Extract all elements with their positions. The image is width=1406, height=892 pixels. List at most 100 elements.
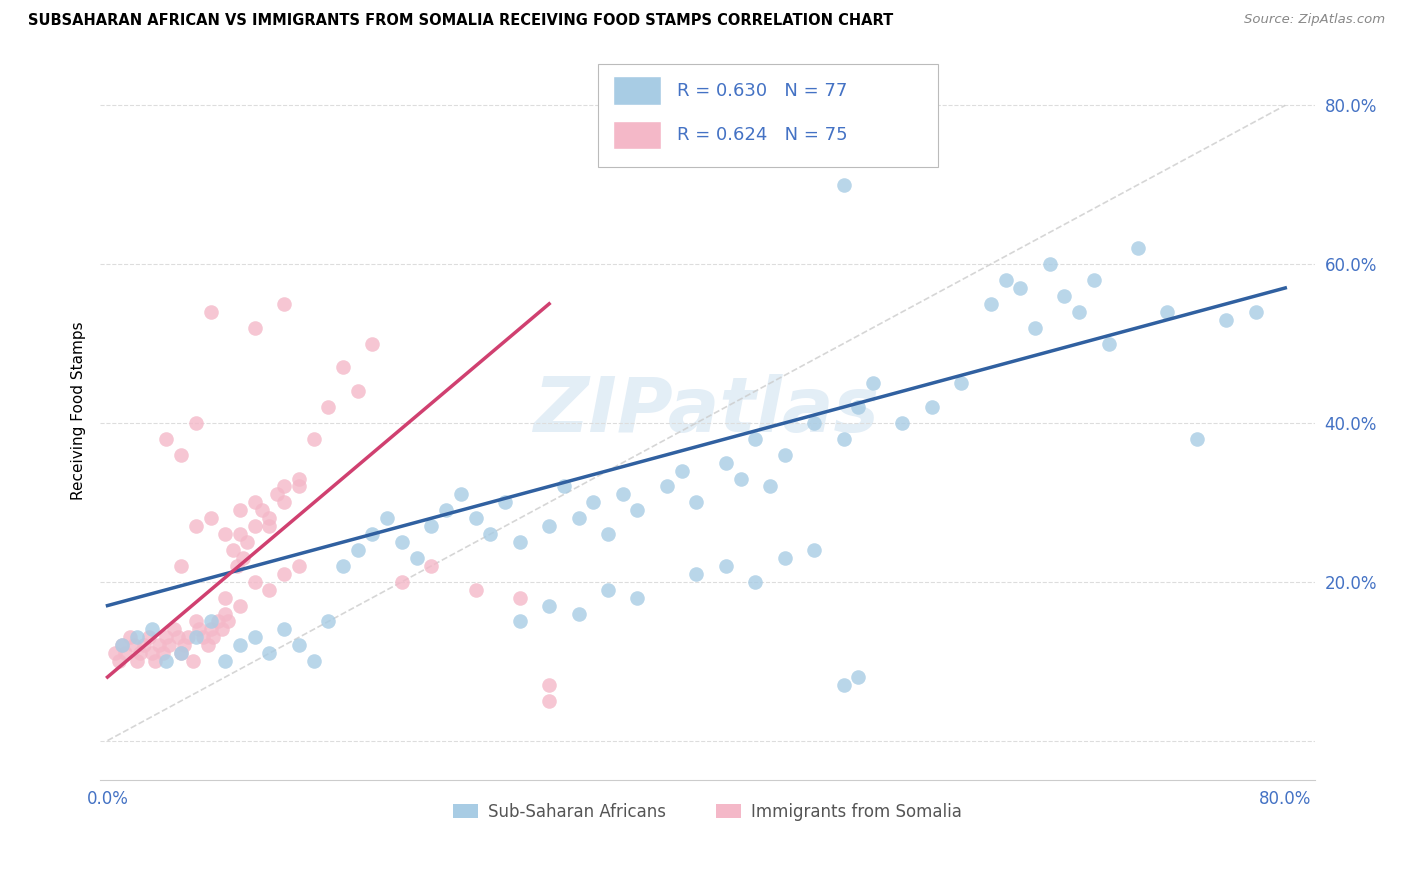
Point	[612, 487, 634, 501]
Point	[108, 654, 131, 668]
Point	[114, 646, 136, 660]
Point	[184, 519, 207, 533]
Point	[626, 503, 648, 517]
Point	[157, 638, 180, 652]
Point	[655, 479, 678, 493]
Point	[229, 503, 252, 517]
Point	[464, 582, 486, 597]
Point	[391, 535, 413, 549]
Point	[773, 448, 796, 462]
Point	[318, 400, 340, 414]
Point	[288, 479, 311, 493]
Point	[832, 432, 855, 446]
Point	[509, 535, 531, 549]
Point	[221, 543, 243, 558]
Point	[1097, 336, 1119, 351]
Point	[200, 511, 222, 525]
Point	[803, 416, 825, 430]
Point	[211, 623, 233, 637]
Point	[259, 519, 281, 533]
Point	[207, 615, 229, 629]
Point	[671, 464, 693, 478]
Point	[243, 574, 266, 589]
Point	[450, 487, 472, 501]
Point	[163, 623, 186, 637]
Point	[259, 582, 281, 597]
Point	[118, 631, 141, 645]
Point	[214, 527, 236, 541]
Point	[434, 503, 457, 517]
Point	[568, 511, 591, 525]
Point	[332, 360, 354, 375]
Point	[229, 599, 252, 613]
Point	[994, 273, 1017, 287]
Point	[243, 519, 266, 533]
Point	[568, 607, 591, 621]
Text: R = 0.630   N = 77: R = 0.630 N = 77	[678, 81, 848, 100]
Point	[846, 670, 869, 684]
Point	[288, 638, 311, 652]
Point	[538, 519, 561, 533]
Point	[862, 376, 884, 391]
Point	[891, 416, 914, 430]
FancyBboxPatch shape	[613, 77, 661, 104]
Point	[318, 615, 340, 629]
Point	[170, 448, 193, 462]
Point	[420, 558, 443, 573]
Point	[273, 566, 295, 581]
Point	[187, 623, 209, 637]
Text: Source: ZipAtlas.com: Source: ZipAtlas.com	[1244, 13, 1385, 27]
Point	[184, 615, 207, 629]
Point	[509, 615, 531, 629]
Point	[582, 495, 605, 509]
Point	[1039, 257, 1062, 271]
Point	[846, 400, 869, 414]
Point	[1156, 305, 1178, 319]
Point	[273, 297, 295, 311]
Point	[1185, 432, 1208, 446]
Point	[148, 638, 170, 652]
Point	[259, 511, 281, 525]
Point	[464, 511, 486, 525]
FancyBboxPatch shape	[598, 64, 938, 168]
Point	[170, 558, 193, 573]
Point	[173, 638, 195, 652]
Text: SUBSAHARAN AFRICAN VS IMMIGRANTS FROM SOMALIA RECEIVING FOOD STAMPS CORRELATION : SUBSAHARAN AFRICAN VS IMMIGRANTS FROM SO…	[28, 13, 893, 29]
Point	[744, 574, 766, 589]
Point	[391, 574, 413, 589]
Point	[214, 591, 236, 605]
Point	[950, 376, 973, 391]
Point	[184, 416, 207, 430]
Point	[273, 623, 295, 637]
Point	[181, 654, 204, 668]
Point	[714, 558, 737, 573]
Point	[111, 638, 134, 652]
Point	[1069, 305, 1091, 319]
Point	[626, 591, 648, 605]
Point	[744, 432, 766, 446]
Point	[596, 582, 619, 597]
Point	[1126, 241, 1149, 255]
Point	[214, 607, 236, 621]
Point	[243, 495, 266, 509]
Point	[250, 503, 273, 517]
Point	[214, 654, 236, 668]
Point	[832, 678, 855, 692]
Y-axis label: Receiving Food Stamps: Receiving Food Stamps	[72, 322, 86, 500]
Point	[1083, 273, 1105, 287]
Point	[302, 432, 325, 446]
Point	[1024, 320, 1046, 334]
Point	[730, 471, 752, 485]
Point	[803, 543, 825, 558]
Point	[259, 646, 281, 660]
Point	[122, 638, 145, 652]
Point	[538, 694, 561, 708]
Point	[685, 495, 707, 509]
Point	[596, 527, 619, 541]
Point	[167, 631, 190, 645]
Point	[332, 558, 354, 573]
Point	[243, 631, 266, 645]
Point	[288, 471, 311, 485]
FancyBboxPatch shape	[613, 120, 661, 149]
Point	[832, 178, 855, 192]
